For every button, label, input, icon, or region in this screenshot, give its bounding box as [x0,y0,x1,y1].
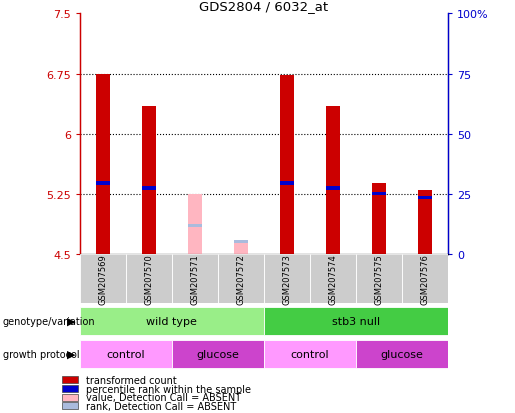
Bar [62,377,78,384]
Text: rank, Detection Call = ABSENT: rank, Detection Call = ABSENT [85,401,236,411]
Bar [280,76,294,254]
Text: GSM207569: GSM207569 [98,254,107,304]
Text: GSM207573: GSM207573 [282,254,291,304]
Bar [80,307,264,335]
Text: percentile rank within the sample: percentile rank within the sample [85,384,251,394]
Bar [356,254,402,304]
Bar [356,340,448,368]
Bar [126,254,172,304]
Text: GSM207574: GSM207574 [329,254,337,304]
Text: glucose: glucose [381,349,423,359]
Text: ▶: ▶ [67,349,76,359]
Bar [418,196,432,200]
Bar [172,340,264,368]
Bar [172,254,218,304]
Text: stb3 null: stb3 null [332,316,380,326]
Text: GSM207571: GSM207571 [191,254,199,304]
Text: GSM207576: GSM207576 [421,254,430,304]
Bar [142,187,156,190]
Bar [62,394,78,401]
Text: genotype/variation: genotype/variation [3,316,95,326]
Bar [96,74,110,254]
Bar [310,254,356,304]
Text: value, Detection Call = ABSENT: value, Detection Call = ABSENT [85,392,241,402]
Bar [142,106,156,254]
Text: glucose: glucose [196,349,239,359]
Bar [280,182,294,185]
Text: GSM207575: GSM207575 [374,254,384,304]
Text: GSM207570: GSM207570 [144,254,153,304]
Bar [402,254,448,304]
Bar [234,240,248,244]
Bar [234,242,248,254]
Bar [264,254,310,304]
Bar [62,385,78,392]
Text: transformed count: transformed count [85,375,176,385]
Text: ▶: ▶ [67,316,76,326]
Text: control: control [107,349,145,359]
Bar [62,402,78,409]
Text: growth protocol: growth protocol [3,349,79,359]
Text: GSM207572: GSM207572 [236,254,246,304]
Bar [264,340,356,368]
Text: wild type: wild type [146,316,197,326]
Bar [188,194,202,254]
Bar [264,307,448,335]
Bar [326,106,340,254]
Bar [80,340,172,368]
Bar [326,187,340,190]
Text: control: control [290,349,329,359]
Bar [372,192,386,196]
Bar [96,182,110,185]
Bar [218,254,264,304]
Bar [80,254,126,304]
Bar [418,190,432,254]
Title: GDS2804 / 6032_at: GDS2804 / 6032_at [199,0,329,13]
Bar [188,224,202,228]
Bar [372,184,386,254]
